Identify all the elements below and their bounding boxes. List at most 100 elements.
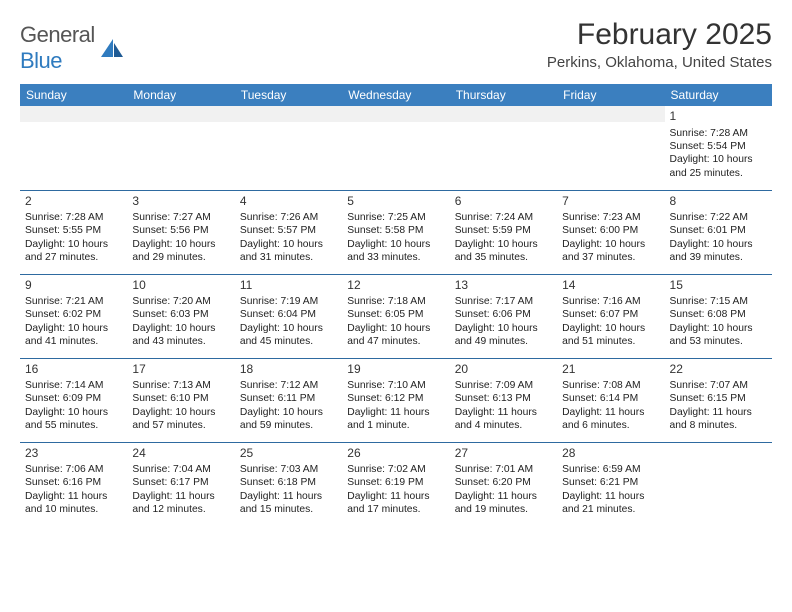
day-info: Sunrise: 7:08 AMSunset: 6:14 PMDaylight:… [562, 379, 659, 433]
day-info: Sunrise: 7:02 AMSunset: 6:19 PMDaylight:… [347, 463, 444, 517]
daylight-text: Daylight: 10 hours and 31 minutes. [240, 238, 337, 265]
day-info: Sunrise: 7:28 AMSunset: 5:55 PMDaylight:… [25, 211, 122, 265]
sunset-text: Sunset: 6:02 PM [25, 308, 122, 321]
sunset-text: Sunset: 6:19 PM [347, 476, 444, 489]
daylight-text: Daylight: 10 hours and 33 minutes. [347, 238, 444, 265]
day-info: Sunrise: 7:28 AMSunset: 5:54 PMDaylight:… [670, 127, 767, 181]
col-tuesday: Tuesday [235, 84, 342, 106]
sunrise-text: Sunrise: 7:17 AM [455, 295, 552, 308]
sunrise-text: Sunrise: 7:02 AM [347, 463, 444, 476]
daylight-text: Daylight: 11 hours and 12 minutes. [132, 490, 229, 517]
daylight-text: Daylight: 11 hours and 4 minutes. [455, 406, 552, 433]
calendar-body: 1Sunrise: 7:28 AMSunset: 5:54 PMDaylight… [20, 106, 772, 526]
daylight-text: Daylight: 10 hours and 49 minutes. [455, 322, 552, 349]
day-cell: 9Sunrise: 7:21 AMSunset: 6:02 PMDaylight… [20, 274, 127, 358]
day-number: 4 [240, 194, 337, 210]
day-info: Sunrise: 7:21 AMSunset: 6:02 PMDaylight:… [25, 295, 122, 349]
sunset-text: Sunset: 6:18 PM [240, 476, 337, 489]
sunrise-text: Sunrise: 7:28 AM [670, 127, 767, 140]
day-info: Sunrise: 7:19 AMSunset: 6:04 PMDaylight:… [240, 295, 337, 349]
sunset-text: Sunset: 5:54 PM [670, 140, 767, 153]
day-info: Sunrise: 7:12 AMSunset: 6:11 PMDaylight:… [240, 379, 337, 433]
daylight-text: Daylight: 10 hours and 47 minutes. [347, 322, 444, 349]
sunrise-text: Sunrise: 7:06 AM [25, 463, 122, 476]
daylight-text: Daylight: 10 hours and 27 minutes. [25, 238, 122, 265]
col-wednesday: Wednesday [342, 84, 449, 106]
day-number: 17 [132, 362, 229, 378]
day-info: Sunrise: 7:16 AMSunset: 6:07 PMDaylight:… [562, 295, 659, 349]
day-cell: 22Sunrise: 7:07 AMSunset: 6:15 PMDayligh… [665, 358, 772, 442]
day-cell: 24Sunrise: 7:04 AMSunset: 6:17 PMDayligh… [127, 442, 234, 526]
daylight-text: Daylight: 10 hours and 53 minutes. [670, 322, 767, 349]
col-thursday: Thursday [450, 84, 557, 106]
sunrise-text: Sunrise: 7:18 AM [347, 295, 444, 308]
heading: February 2025 Perkins, Oklahoma, United … [547, 18, 772, 71]
sunrise-text: Sunrise: 7:03 AM [240, 463, 337, 476]
sunrise-text: Sunrise: 7:26 AM [240, 211, 337, 224]
daylight-text: Daylight: 11 hours and 19 minutes. [455, 490, 552, 517]
week-row: 9Sunrise: 7:21 AMSunset: 6:02 PMDaylight… [20, 274, 772, 358]
sunset-text: Sunset: 6:00 PM [562, 224, 659, 237]
blank-cell [20, 106, 127, 190]
day-info: Sunrise: 7:06 AMSunset: 6:16 PMDaylight:… [25, 463, 122, 517]
sunrise-text: Sunrise: 7:23 AM [562, 211, 659, 224]
daylight-text: Daylight: 11 hours and 8 minutes. [670, 406, 767, 433]
day-info: Sunrise: 7:07 AMSunset: 6:15 PMDaylight:… [670, 379, 767, 433]
sunrise-text: Sunrise: 7:14 AM [25, 379, 122, 392]
blank-cell [342, 106, 449, 190]
daylight-text: Daylight: 11 hours and 6 minutes. [562, 406, 659, 433]
sunset-text: Sunset: 6:11 PM [240, 392, 337, 405]
sunrise-text: Sunrise: 7:27 AM [132, 211, 229, 224]
daylight-text: Daylight: 10 hours and 57 minutes. [132, 406, 229, 433]
day-number: 10 [132, 278, 229, 294]
day-cell: 1Sunrise: 7:28 AMSunset: 5:54 PMDaylight… [665, 106, 772, 190]
day-number: 27 [455, 446, 552, 462]
day-info: Sunrise: 7:22 AMSunset: 6:01 PMDaylight:… [670, 211, 767, 265]
day-info: Sunrise: 7:23 AMSunset: 6:00 PMDaylight:… [562, 211, 659, 265]
day-number: 7 [562, 194, 659, 210]
logo-text: GeneralBlue [20, 22, 95, 74]
day-cell: 20Sunrise: 7:09 AMSunset: 6:13 PMDayligh… [450, 358, 557, 442]
daylight-text: Daylight: 11 hours and 17 minutes. [347, 490, 444, 517]
sunset-text: Sunset: 5:57 PM [240, 224, 337, 237]
daylight-text: Daylight: 10 hours and 29 minutes. [132, 238, 229, 265]
day-number: 21 [562, 362, 659, 378]
sunrise-text: Sunrise: 7:20 AM [132, 295, 229, 308]
daylight-text: Daylight: 11 hours and 15 minutes. [240, 490, 337, 517]
sunrise-text: Sunrise: 7:28 AM [25, 211, 122, 224]
day-info: Sunrise: 7:09 AMSunset: 6:13 PMDaylight:… [455, 379, 552, 433]
week-row: 2Sunrise: 7:28 AMSunset: 5:55 PMDaylight… [20, 190, 772, 274]
sunset-text: Sunset: 6:20 PM [455, 476, 552, 489]
logo: GeneralBlue [20, 18, 125, 74]
day-info: Sunrise: 7:03 AMSunset: 6:18 PMDaylight:… [240, 463, 337, 517]
day-number: 28 [562, 446, 659, 462]
day-cell: 3Sunrise: 7:27 AMSunset: 5:56 PMDaylight… [127, 190, 234, 274]
sunset-text: Sunset: 5:56 PM [132, 224, 229, 237]
blank-cell [665, 442, 772, 526]
day-number: 6 [455, 194, 552, 210]
day-cell: 6Sunrise: 7:24 AMSunset: 5:59 PMDaylight… [450, 190, 557, 274]
day-info: Sunrise: 7:10 AMSunset: 6:12 PMDaylight:… [347, 379, 444, 433]
day-info: Sunrise: 7:26 AMSunset: 5:57 PMDaylight:… [240, 211, 337, 265]
day-number: 22 [670, 362, 767, 378]
day-info: Sunrise: 7:20 AMSunset: 6:03 PMDaylight:… [132, 295, 229, 349]
sunrise-text: Sunrise: 7:04 AM [132, 463, 229, 476]
sunrise-text: Sunrise: 6:59 AM [562, 463, 659, 476]
day-cell: 21Sunrise: 7:08 AMSunset: 6:14 PMDayligh… [557, 358, 664, 442]
sunset-text: Sunset: 6:07 PM [562, 308, 659, 321]
blank-cell [127, 106, 234, 190]
sunrise-text: Sunrise: 7:25 AM [347, 211, 444, 224]
sunrise-text: Sunrise: 7:07 AM [670, 379, 767, 392]
calendar-table: Sunday Monday Tuesday Wednesday Thursday… [20, 84, 772, 526]
day-number: 12 [347, 278, 444, 294]
sunrise-text: Sunrise: 7:08 AM [562, 379, 659, 392]
daylight-text: Daylight: 10 hours and 35 minutes. [455, 238, 552, 265]
day-number: 18 [240, 362, 337, 378]
sunrise-text: Sunrise: 7:16 AM [562, 295, 659, 308]
sunset-text: Sunset: 6:06 PM [455, 308, 552, 321]
sunset-text: Sunset: 6:04 PM [240, 308, 337, 321]
day-cell: 2Sunrise: 7:28 AMSunset: 5:55 PMDaylight… [20, 190, 127, 274]
daylight-text: Daylight: 10 hours and 55 minutes. [25, 406, 122, 433]
sunrise-text: Sunrise: 7:21 AM [25, 295, 122, 308]
sunset-text: Sunset: 5:59 PM [455, 224, 552, 237]
